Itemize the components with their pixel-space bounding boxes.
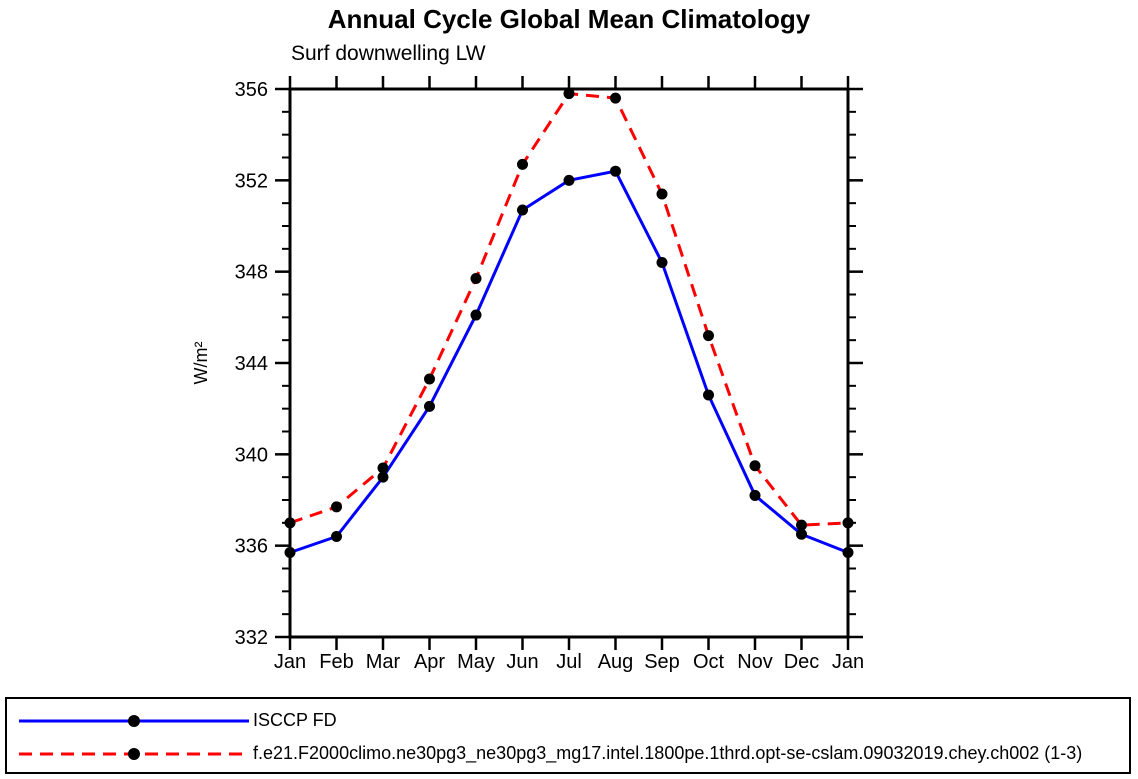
x-axis-tick-label: Oct [693,651,725,673]
legend-entry: f.e21.F2000climo.ne30pg3_ne30pg3_mg17.in… [17,737,1129,770]
x-axis-tick-label: Jul [556,651,582,673]
data-point-marker [377,471,389,483]
legend-label: f.e21.F2000climo.ne30pg3_ne30pg3_mg17.in… [253,743,1083,763]
data-point-marker [331,531,342,543]
data-point-marker [517,158,528,170]
x-axis-tick-label: Dec [784,651,820,673]
series-line-1 [289,91,849,527]
data-point-marker [284,547,296,559]
data-point-marker [796,528,807,540]
series-line-0 [289,169,849,554]
chart-title: Annual Cycle Global Mean Climatology [327,4,811,34]
data-point-marker [842,517,854,529]
legend-marker-icon [128,747,140,760]
legend: ISCCP FD f.e21.F2000climo.ne30pg3_ne30pg… [5,697,1131,774]
x-axis-tick-label: Apr [414,651,445,673]
data-point-marker [749,460,761,472]
legend-marker-icon [128,714,140,727]
data-point-marker [656,257,668,269]
data-point-marker [842,547,854,559]
data-point-marker [796,519,807,531]
data-point-marker [470,273,482,285]
x-axis-tick-label: Jan [274,651,306,673]
plot-border [288,87,850,639]
legend-line-sample-solid [19,714,249,727]
data-point-marker [470,309,482,321]
chart-subtitle: Surf downwelling LW [291,42,486,65]
chart-plot-area: 332 336 340 344 348 352 356 Jan Feb Mar Apr May Jun J… [191,76,864,673]
data-point-marker [563,174,575,186]
x-axis-tick-label: May [457,651,495,673]
legend-entry: ISCCP FD [17,704,1129,737]
x-axis-tick-label: Feb [319,651,353,673]
data-point-marker [563,88,575,100]
legend-line-sample-dashed [19,747,249,760]
data-point-marker [610,92,621,104]
data-point-marker [424,400,435,412]
x-axis-tick-label: Aug [598,651,634,673]
x-axis-tick-label: Jan [832,651,864,673]
data-point-marker [284,517,296,529]
legend-label: ISCCP FD [253,710,337,730]
x-axis-tick-label: Sep [644,651,680,673]
x-axis-tick-label: Jun [506,651,538,673]
y-axis-tick-label: 352 [235,170,268,192]
data-point-marker [424,373,435,385]
data-point-marker [517,204,528,216]
y-axis-tick-label: 332 [235,627,268,649]
data-point-marker [610,165,621,177]
y-axis-tick-label: 340 [235,444,268,466]
y-axis-tick-label: 348 [235,262,268,284]
data-point-marker [703,389,714,401]
data-point-marker [377,462,389,474]
y-axis-unit-label: W/m² [191,342,211,385]
data-point-marker [331,501,342,513]
y-axis-tick-label: 336 [235,536,268,558]
x-axis-tick-label: Mar [366,651,401,673]
y-axis-tick-label: 344 [235,353,268,375]
x-axis-tick-label: Nov [737,651,773,673]
y-axis-tick-label: 356 [235,79,268,101]
data-point-marker [656,188,668,200]
data-point-marker [749,489,761,501]
data-point-marker [703,330,714,342]
